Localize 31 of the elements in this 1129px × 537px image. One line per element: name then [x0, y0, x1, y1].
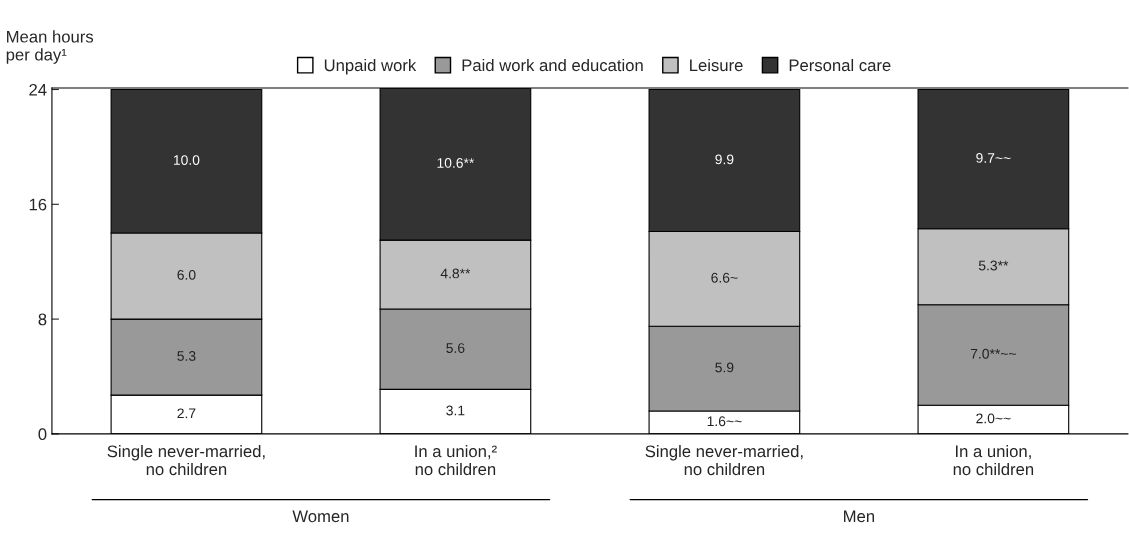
data-label: 2.7 — [177, 408, 196, 419]
data-label: 5.3** — [978, 260, 1009, 271]
data-label: 10.0 — [173, 155, 200, 165]
legend-label: Personal care — [789, 58, 891, 72]
x-tick-label: In a union,² no children — [415, 445, 497, 476]
data-label: 6.0 — [177, 269, 196, 280]
data-label: 9.9 — [715, 154, 734, 165]
data-label: 5.3 — [177, 351, 196, 361]
legend-label: Leisure — [690, 58, 743, 72]
text: Women — [292, 510, 349, 523]
data-label: 6.6~ — [711, 272, 738, 283]
data-label: 10.6** — [437, 158, 475, 168]
legend-label: Unpaid work — [324, 58, 417, 75]
x-tick-label: In a union, no children — [953, 445, 1034, 476]
data-label: 5.6 — [446, 343, 465, 353]
y-tick-label: 16 — [29, 198, 47, 211]
data-label: 2.0~~ — [976, 413, 1011, 424]
data-label: 3.1 — [446, 405, 465, 416]
data-label: 4.8** — [440, 268, 471, 279]
data-label: 7.0**~~ — [970, 348, 1016, 359]
legend-label: Paid work and education — [462, 58, 643, 72]
text: Men — [844, 510, 875, 523]
x-tick-label: Single never-married, no children — [645, 445, 803, 476]
y-tick-label: 0 — [38, 428, 47, 441]
y-tick-label: 8 — [38, 313, 47, 326]
data-label: 9.7~~ — [976, 152, 1011, 163]
y-axis-title: Mean hours per day¹ — [6, 30, 94, 64]
data-label: 1.6~~ — [707, 416, 742, 427]
data-label: 5.9 — [715, 362, 734, 373]
x-tick-label: Single never-married, no children — [107, 445, 265, 476]
y-tick-label: 24 — [29, 83, 47, 96]
